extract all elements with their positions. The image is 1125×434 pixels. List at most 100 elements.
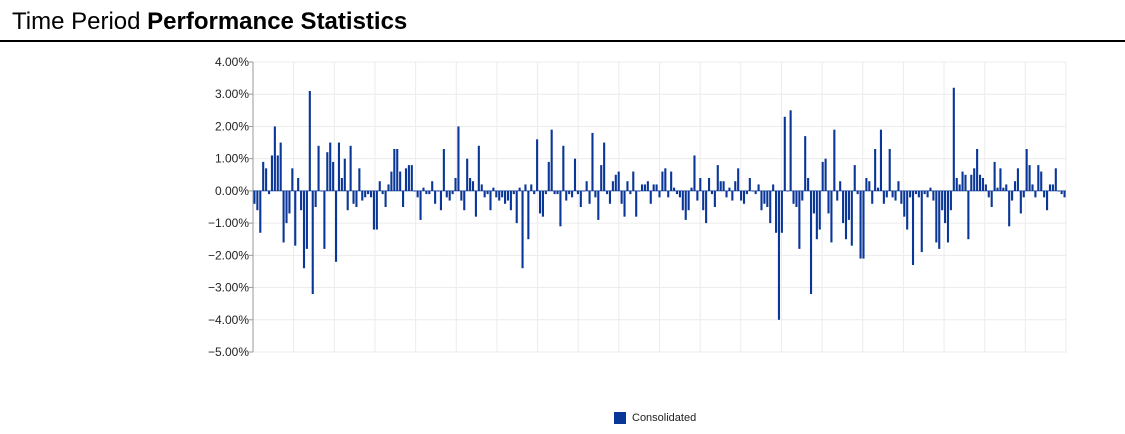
bar <box>693 155 696 191</box>
bar <box>658 190 661 198</box>
bar <box>399 171 402 191</box>
bar <box>821 161 824 191</box>
bar <box>742 190 746 204</box>
chart-legend: Consolidated <box>614 411 696 425</box>
bar <box>705 190 708 224</box>
bar <box>562 145 565 191</box>
bar <box>946 190 950 243</box>
bar <box>509 190 512 211</box>
bar <box>565 190 568 201</box>
bar <box>614 174 617 191</box>
bar <box>1043 190 1046 198</box>
bar <box>763 190 766 204</box>
bar <box>780 190 783 233</box>
bar <box>646 181 649 191</box>
bar <box>844 190 848 240</box>
bar <box>571 190 574 198</box>
bar <box>862 190 865 259</box>
bar <box>629 190 632 195</box>
bar <box>847 190 850 220</box>
bar <box>728 187 731 191</box>
bar <box>818 190 821 230</box>
bar <box>952 87 955 191</box>
legend-swatch-consolidated <box>614 412 626 424</box>
bar <box>329 142 332 191</box>
bar <box>999 168 1002 191</box>
bar <box>369 190 373 198</box>
bar <box>597 190 600 220</box>
bar <box>378 181 381 191</box>
bar <box>600 165 603 191</box>
bar <box>568 190 571 195</box>
bar <box>667 190 670 198</box>
bar <box>375 190 378 230</box>
bar <box>842 190 845 224</box>
bar <box>302 190 306 269</box>
bar <box>1022 190 1025 198</box>
bar <box>477 145 480 191</box>
bar <box>775 190 778 233</box>
bar <box>431 181 434 191</box>
bar <box>865 178 868 191</box>
bar <box>492 187 495 191</box>
bar <box>460 190 463 201</box>
bar <box>740 190 743 201</box>
bar <box>894 190 897 201</box>
bar <box>279 142 282 191</box>
page-title: Time Period Performance Statistics <box>12 8 407 36</box>
y-tick-label: −3.00% <box>208 281 249 295</box>
bar <box>544 190 547 195</box>
bar <box>579 190 582 207</box>
bar <box>364 190 367 198</box>
bar <box>920 190 923 253</box>
bar <box>949 190 952 211</box>
bar <box>515 190 518 224</box>
bar <box>932 190 935 201</box>
bar <box>262 161 265 191</box>
bar <box>518 187 521 191</box>
bar <box>871 190 874 204</box>
bar <box>352 190 355 204</box>
bar <box>757 184 760 191</box>
bar <box>716 165 719 191</box>
bar <box>903 190 906 217</box>
bar <box>390 171 393 191</box>
bar <box>754 190 757 195</box>
bar <box>1063 190 1066 198</box>
bar <box>731 190 734 201</box>
bar <box>1040 171 1043 191</box>
bar <box>702 190 705 211</box>
y-tick-label: −2.00% <box>208 248 249 262</box>
bar <box>1002 187 1005 191</box>
y-tick-label: 3.00% <box>215 87 249 101</box>
bar <box>1016 168 1019 191</box>
bar <box>696 190 699 201</box>
bar <box>606 190 609 195</box>
bar <box>909 190 912 198</box>
bar <box>737 168 740 191</box>
bar <box>603 142 606 191</box>
bar <box>926 190 929 198</box>
y-axis-tick-labels: 4.00% 3.00% 2.00% 1.00% 0.00% −1.00% −2.00% −3.… <box>208 55 249 359</box>
chart-grid <box>252 61 1067 353</box>
bar <box>958 184 961 191</box>
bar <box>798 190 801 249</box>
bar <box>393 149 396 191</box>
bar <box>538 190 542 214</box>
bar <box>1008 190 1011 227</box>
bar <box>434 190 437 204</box>
bar <box>632 171 635 191</box>
bar <box>323 190 326 249</box>
bar <box>760 190 763 211</box>
bar <box>929 187 932 191</box>
bar <box>611 181 614 191</box>
bar <box>402 190 405 207</box>
bar <box>670 171 673 191</box>
bar <box>990 190 993 207</box>
bar <box>300 190 303 211</box>
bar <box>1019 190 1022 214</box>
bar <box>812 190 815 214</box>
bar <box>349 145 352 191</box>
bar <box>996 187 999 191</box>
bar <box>422 187 425 191</box>
